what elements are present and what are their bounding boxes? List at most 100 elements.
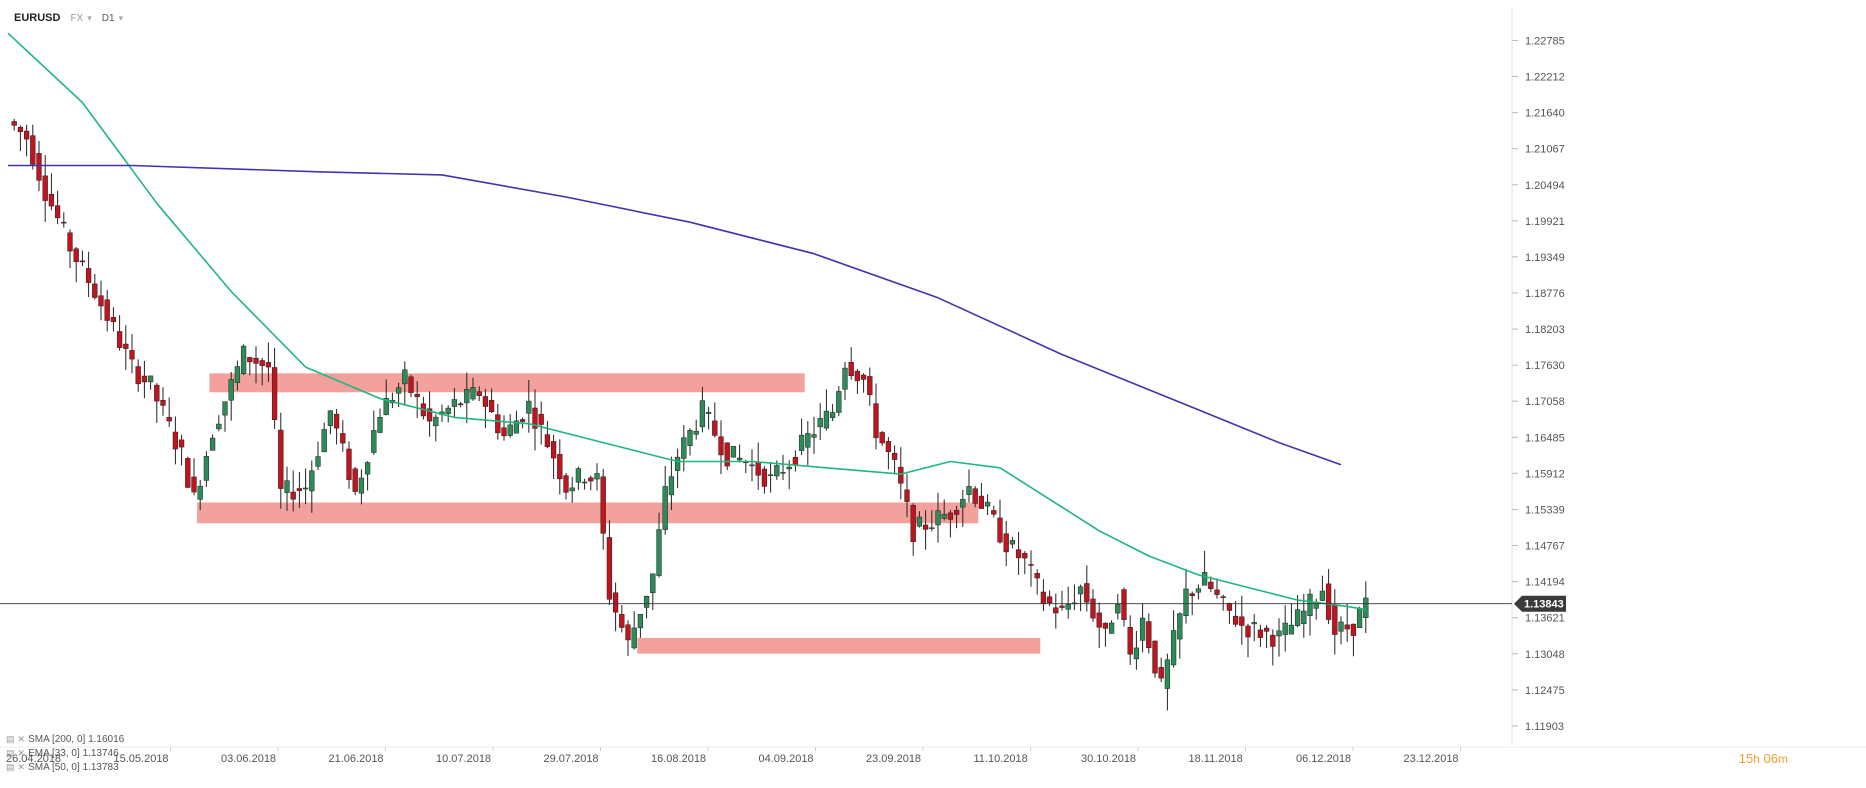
y-tick-label: 1.18776 — [1525, 288, 1565, 300]
candle-body — [408, 376, 414, 393]
candle-body — [1276, 630, 1282, 637]
indicator-row[interactable]: ▤ ✕ EMA [33, 0] 1.13746 — [6, 746, 124, 760]
candle-body — [681, 437, 687, 459]
candle-body — [185, 458, 191, 488]
candle-body — [1232, 615, 1239, 625]
candle-body — [619, 614, 625, 628]
candle-body — [712, 420, 718, 436]
candle-body — [61, 221, 67, 224]
candle-body — [873, 403, 879, 439]
candle-body — [1177, 613, 1183, 640]
last-price-label: 1.13843 — [1524, 599, 1564, 611]
candle-body — [340, 433, 346, 444]
close-icon[interactable]: ✕ — [17, 747, 26, 758]
candle-body — [823, 410, 830, 429]
candle-body — [1189, 593, 1195, 596]
candle-body — [1015, 549, 1022, 559]
candle-body — [1239, 616, 1245, 626]
market-dropdown-icon[interactable]: ▾ — [87, 12, 92, 23]
candle-body — [941, 514, 947, 519]
candle-body — [36, 153, 42, 181]
candle-body — [581, 481, 588, 484]
support-resistance-zone — [637, 637, 1041, 654]
candle-body — [302, 487, 309, 490]
candle-body — [1307, 593, 1313, 616]
candle-body — [557, 454, 563, 480]
market-label[interactable]: FX — [70, 12, 84, 24]
candle-body — [755, 461, 761, 476]
candle-body — [371, 430, 377, 453]
candle-body — [991, 510, 997, 515]
candle-body — [563, 475, 569, 493]
candle-body — [674, 456, 681, 471]
candle-body — [495, 414, 501, 434]
candle-body — [1040, 591, 1047, 604]
x-tick-label: 26.04.2018 — [6, 753, 61, 765]
x-tick-label: 03.06.2018 — [221, 753, 276, 765]
candle-body — [1270, 634, 1276, 647]
candle-body — [482, 396, 489, 407]
candle-body — [278, 429, 284, 489]
candle-body — [48, 194, 55, 207]
candle-body — [1164, 659, 1171, 689]
candle-countdown: 15h 06m — [1739, 751, 1788, 766]
y-tick-label: 1.21067 — [1525, 144, 1565, 156]
candle-body — [488, 400, 495, 413]
candle-body — [687, 430, 693, 446]
timeframe-dropdown-icon[interactable]: ▾ — [118, 12, 124, 23]
candle-body — [129, 350, 135, 360]
candle-body — [854, 370, 861, 382]
candle-body — [637, 614, 644, 629]
candle-body — [110, 316, 117, 323]
indicator-row[interactable]: ▤ ✕ SMA [50, 0] 1.13783 — [6, 760, 124, 774]
candle-body — [575, 468, 582, 483]
candle-body — [1338, 621, 1344, 632]
candle-body — [910, 505, 916, 542]
y-tick-label: 1.13621 — [1525, 613, 1565, 625]
symbol-label[interactable]: EURUSD — [14, 12, 61, 24]
candle-body — [166, 416, 172, 422]
candle-body — [1220, 596, 1226, 598]
candle-body — [569, 487, 575, 492]
x-tick-label: 04.09.2018 — [759, 753, 814, 765]
close-icon[interactable]: ✕ — [17, 761, 26, 772]
candle-body — [402, 369, 408, 385]
candle-body — [85, 268, 92, 283]
y-tick-label: 1.17630 — [1525, 360, 1565, 372]
candle-body — [848, 362, 854, 377]
candle-body — [265, 362, 272, 368]
candle-body — [259, 360, 265, 366]
candle-body — [457, 403, 464, 406]
y-tick-label: 1.19921 — [1525, 216, 1565, 228]
candle-body — [526, 400, 532, 414]
settings-icon[interactable]: ▤ — [6, 761, 15, 772]
y-tick-label: 1.14194 — [1525, 577, 1565, 589]
settings-icon[interactable]: ▤ — [6, 733, 15, 744]
candle-body — [1325, 583, 1332, 620]
close-icon[interactable]: ✕ — [17, 733, 26, 744]
candle-body — [1121, 589, 1127, 620]
candle-body — [1282, 622, 1288, 635]
y-tick-label: 1.21640 — [1525, 108, 1565, 120]
candle-body — [17, 126, 24, 132]
candle-body — [798, 434, 805, 451]
indicator-row[interactable]: ▤ ✕ SMA [200, 0] 1.16016 — [6, 732, 124, 746]
candle-body — [1170, 630, 1177, 666]
candle-body — [1251, 622, 1257, 625]
candle-body — [203, 456, 210, 481]
candle-body — [767, 474, 774, 476]
candle-body — [358, 477, 365, 494]
candle-body — [1090, 598, 1096, 619]
candle-body — [724, 442, 730, 467]
candle-body — [805, 433, 811, 448]
candle-body — [1208, 581, 1214, 589]
timeframe-label[interactable]: D1 — [101, 12, 115, 24]
candle-body — [346, 448, 352, 480]
candle-body — [209, 437, 216, 451]
candle-body — [116, 331, 123, 348]
candle-body — [1034, 573, 1040, 579]
ema-33-line — [7, 32, 1366, 611]
settings-icon[interactable]: ▤ — [6, 747, 15, 758]
candle-body — [1146, 621, 1152, 648]
